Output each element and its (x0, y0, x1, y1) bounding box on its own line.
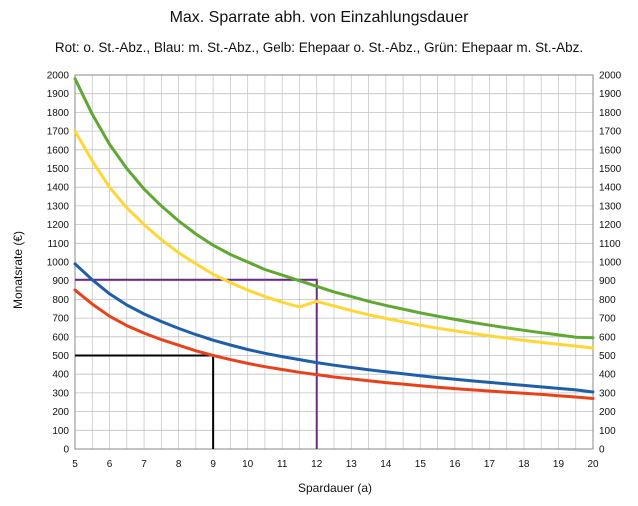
x-tick-label: 18 (518, 459, 530, 470)
y-tick-label: 100 (52, 426, 69, 437)
y2-tick-label: 1200 (599, 220, 622, 231)
y2-tick-label: 1700 (599, 127, 622, 138)
series-line-2 (73, 262, 595, 394)
y-tick-label: 1500 (47, 164, 70, 175)
y2-tick-label: 1100 (599, 239, 621, 250)
x-tick-label: 16 (449, 459, 461, 470)
x-axis-label: Spardauer (a) (297, 481, 373, 495)
x-tick-label: 5 (72, 459, 78, 470)
x-tick-label: 6 (107, 459, 113, 470)
y-tick-label: 1600 (47, 145, 70, 156)
series-line-1 (73, 288, 595, 400)
y-tick-label: 200 (52, 407, 69, 418)
y2-tick-label: 900 (599, 276, 616, 287)
y2-tick-label: 400 (599, 370, 616, 381)
x-tick-label: 7 (141, 459, 147, 470)
y-tick-label: 1700 (47, 127, 70, 138)
y-tick-label: 900 (52, 276, 69, 287)
y-axis-label: Monatsrate (€) (11, 230, 25, 310)
y-tick-label: 1400 (47, 183, 70, 194)
x-tick-label: 11 (277, 459, 288, 470)
y2-tick-label: 1900 (599, 89, 622, 100)
y-tick-label: 1900 (47, 89, 70, 100)
x-tick-label: 14 (380, 459, 392, 470)
x-tick-label: 15 (415, 459, 427, 470)
y-tick-label: 1300 (47, 201, 70, 212)
x-tick-label: 9 (210, 459, 216, 470)
y-tick-label: 2000 (47, 71, 70, 82)
x-tick-label: 20 (587, 459, 599, 470)
chart-title: Max. Sparrate abh. von Einzahlungsdauer (169, 9, 469, 26)
y2-tick-label: 500 (599, 351, 616, 362)
y2-tick-label: 600 (599, 332, 616, 343)
y-tick-label: 1200 (47, 220, 70, 231)
y-tick-label: 400 (52, 370, 69, 381)
y-tick-label: 0 (63, 445, 69, 456)
plot-border (74, 74, 594, 450)
chart-subtitle: Rot: o. St.-Abz., Blau: m. St.-Abz., Gel… (54, 40, 584, 55)
y2-tick-label: 1500 (599, 164, 622, 175)
x-tick-label: 19 (553, 459, 565, 470)
y-tick-label: 700 (52, 314, 69, 325)
x-tick-label: 8 (176, 459, 182, 470)
y2-tick-label: 700 (599, 314, 616, 325)
y2-tick-label: 1600 (599, 145, 622, 156)
y-tick-label: 500 (52, 351, 69, 362)
series-line-3 (73, 129, 595, 350)
y2-tick-label: 200 (599, 407, 616, 418)
y-tick-label: 800 (52, 295, 69, 306)
y2-tick-label: 1300 (599, 201, 622, 212)
x-tick-label: 10 (242, 459, 254, 470)
y2-tick-label: 100 (599, 426, 616, 437)
y-tick-label: 1100 (47, 239, 69, 250)
y-tick-label: 600 (52, 332, 69, 343)
y2-tick-label: 0 (599, 445, 605, 456)
x-tick-label: 12 (311, 459, 323, 470)
y2-tick-label: 1400 (599, 183, 622, 194)
x-tick-label: 13 (346, 459, 358, 470)
x-tick-label: 17 (484, 459, 496, 470)
reference-line (75, 278, 318, 449)
y-tick-label: 300 (52, 388, 69, 399)
y-tick-label: 1000 (47, 258, 70, 269)
y2-tick-label: 300 (599, 388, 616, 399)
y-tick-label: 1800 (47, 108, 70, 119)
y2-tick-label: 2000 (599, 71, 622, 82)
y2-tick-label: 800 (599, 295, 616, 306)
y2-tick-label: 1000 (599, 258, 622, 269)
y2-tick-label: 1800 (599, 108, 622, 119)
series-line-4 (73, 77, 595, 340)
